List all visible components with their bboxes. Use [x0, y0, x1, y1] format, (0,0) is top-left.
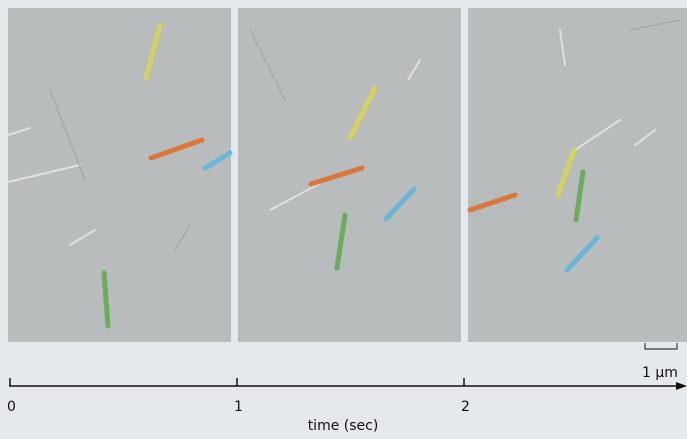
tick-label: 1	[234, 399, 243, 415]
panel	[468, 8, 687, 342]
scale-bar-label: 1 μm	[642, 365, 678, 381]
figure: 1 μm time (sec) 0 1 2	[0, 0, 687, 439]
axis-label: time (sec)	[308, 418, 379, 434]
tick-label: 0	[7, 399, 16, 415]
tick-label: 2	[461, 399, 470, 415]
panel	[238, 8, 461, 342]
